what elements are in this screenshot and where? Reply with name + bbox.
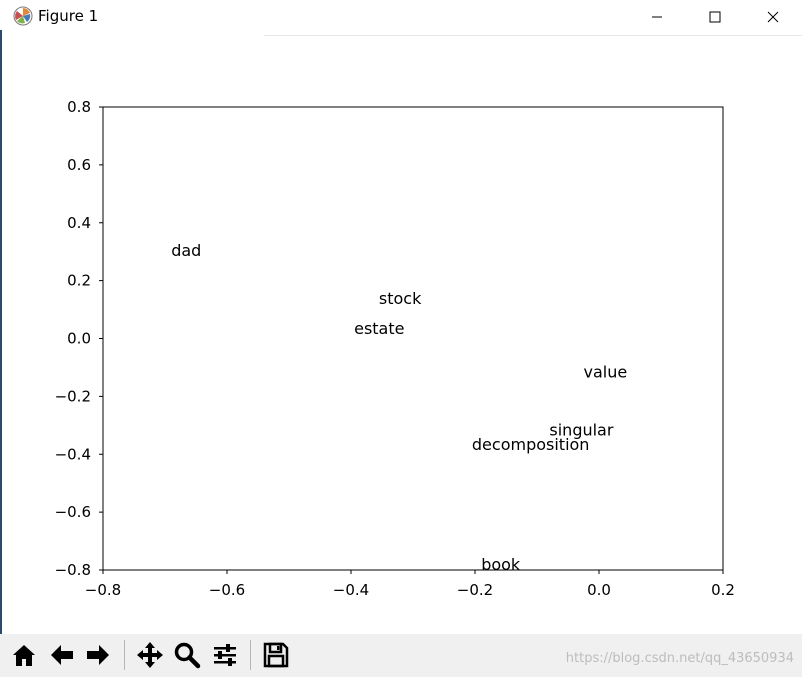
point-label: stock [379,289,422,308]
y-tick-label: −0.6 [55,503,91,521]
point-label: value [584,363,628,382]
title-divider [264,35,802,36]
zoom-icon [174,642,201,669]
window-title: Figure 1 [38,7,99,25]
zoom-button[interactable] [170,638,204,672]
title-bar: Figure 1 [0,0,802,34]
save-icon [263,642,289,668]
forward-arrow-icon [87,645,109,665]
scatter-chart: −0.8 −0.6 −0.4 −0.2 0.0 0.2 −0.8 −0.6 −0.4 −0.2 0… [55,98,735,599]
x-tick-label: −0.8 [85,581,121,599]
maximize-button[interactable] [686,0,744,34]
maximize-icon [709,11,721,23]
minimize-icon [652,16,662,18]
matplotlib-icon [13,6,33,26]
y-tick-label: 0.2 [67,272,91,290]
point-label: singular [549,420,613,439]
y-tick-label: 0.0 [67,330,91,348]
y-tick-label: −0.8 [55,561,91,579]
x-tick-label: −0.2 [457,581,493,599]
point-label: book [481,555,521,574]
forward-button[interactable] [81,638,115,672]
x-tick-label: −0.4 [333,581,369,599]
close-button[interactable] [744,0,802,34]
navigation-toolbar: https://blog.csdn.net/qq_43650934 [0,634,802,677]
save-button[interactable] [259,638,293,672]
pan-icon [137,642,163,668]
figure-canvas: −0.8 −0.6 −0.4 −0.2 0.0 0.2 −0.8 −0.6 −0.4 −0.2 0… [0,36,802,634]
back-button[interactable] [45,638,79,672]
configure-subplots-button[interactable] [208,638,242,672]
point-label: dad [171,241,201,260]
y-tick-label: 0.6 [67,156,91,174]
point-label: estate [354,319,404,338]
minimize-button[interactable] [628,0,686,34]
configure-subplots-icon [214,644,236,666]
x-tick-label: 0.2 [711,581,735,599]
axes-frame [102,106,724,571]
window-left-border [0,30,2,677]
watermark-text: https://blog.csdn.net/qq_43650934 [565,651,794,666]
toolbar-separator [250,640,251,670]
close-icon [767,11,779,23]
home-button[interactable] [7,638,41,672]
back-arrow-icon [51,645,73,665]
x-tick-label: 0.0 [587,581,611,599]
y-tick-label: 0.8 [67,98,91,116]
y-tick-label: 0.4 [67,214,91,232]
home-icon [13,645,35,666]
x-tick-label: −0.6 [209,581,245,599]
point-label: decomposition [472,435,590,454]
toolbar-separator [124,640,125,670]
pan-button[interactable] [133,638,167,672]
y-tick-label: −0.4 [55,445,91,463]
y-tick-label: −0.2 [55,387,91,405]
